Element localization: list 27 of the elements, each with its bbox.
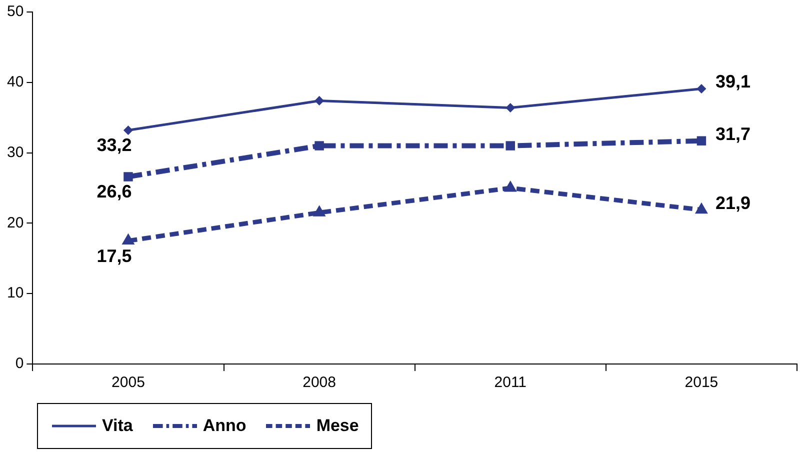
legend-label: Vita	[102, 416, 133, 436]
data-label: 17,5	[96, 246, 132, 266]
y-tick-label: 30	[6, 144, 24, 161]
point	[315, 96, 324, 105]
legend-label: Mese	[316, 416, 359, 436]
legend-label: Anno	[202, 416, 246, 436]
y-tick-label: 10	[6, 284, 24, 302]
data-label: 39,1	[715, 72, 751, 92]
x-tick-label: 2015	[684, 374, 718, 392]
point	[506, 141, 516, 150]
x-tick-label: 2005	[112, 374, 145, 392]
y-tick-label: 20	[6, 214, 24, 232]
data-label: 26,6	[96, 182, 132, 202]
y-tick-label: 40	[6, 74, 24, 91]
y-tick-label: 0	[15, 355, 24, 372]
y-tick-label: 50	[6, 3, 24, 20]
x-tick-label: 2008	[302, 374, 336, 392]
point	[506, 103, 515, 112]
data-label: 33,2	[96, 135, 132, 156]
data-label: 21,9	[715, 192, 751, 213]
point	[697, 84, 706, 93]
point	[314, 141, 324, 150]
point	[124, 172, 133, 182]
point	[124, 126, 132, 135]
data-label: 31,7	[715, 124, 751, 144]
point	[696, 136, 706, 146]
x-tick-label: 2011	[494, 374, 527, 392]
